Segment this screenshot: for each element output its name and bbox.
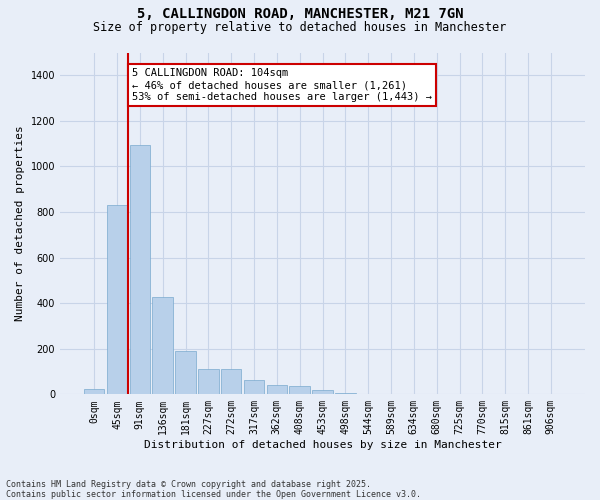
Bar [266, 385, 287, 394]
Bar [335, 392, 356, 394]
Text: 5 CALLINGDON ROAD: 104sqm
← 46% of detached houses are smaller (1,261)
53% of se: 5 CALLINGDON ROAD: 104sqm ← 46% of detac… [132, 68, 432, 102]
Bar [244, 380, 264, 394]
Bar [107, 205, 127, 394]
Bar [198, 370, 218, 394]
Bar [175, 351, 196, 395]
Bar [289, 386, 310, 394]
Bar [130, 145, 150, 394]
Text: Contains HM Land Registry data © Crown copyright and database right 2025.
Contai: Contains HM Land Registry data © Crown c… [6, 480, 421, 499]
Text: Size of property relative to detached houses in Manchester: Size of property relative to detached ho… [94, 21, 506, 34]
Y-axis label: Number of detached properties: Number of detached properties [15, 126, 25, 322]
Bar [221, 370, 241, 394]
Bar [152, 298, 173, 394]
X-axis label: Distribution of detached houses by size in Manchester: Distribution of detached houses by size … [143, 440, 502, 450]
Text: 5, CALLINGDON ROAD, MANCHESTER, M21 7GN: 5, CALLINGDON ROAD, MANCHESTER, M21 7GN [137, 8, 463, 22]
Bar [84, 388, 104, 394]
Bar [312, 390, 333, 394]
